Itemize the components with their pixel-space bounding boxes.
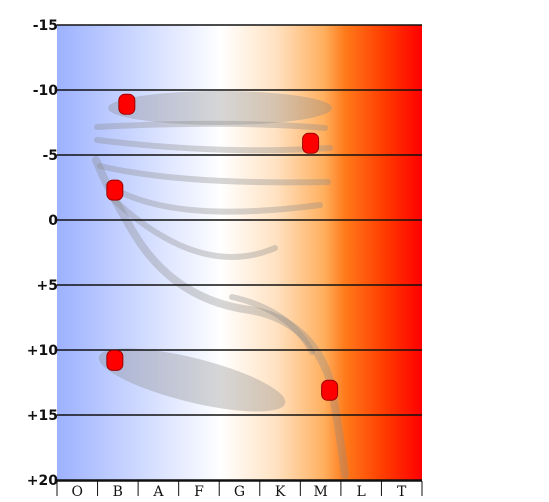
horizontal-grid bbox=[57, 24, 422, 481]
y-tick-label: -15 bbox=[33, 18, 58, 34]
star-point bbox=[106, 349, 124, 371]
stellar-region-bands bbox=[92, 91, 349, 479]
y-tick-label: +5 bbox=[37, 278, 58, 294]
x-category-label: L bbox=[357, 484, 366, 500]
plot-background bbox=[57, 25, 422, 480]
star-point bbox=[321, 379, 339, 401]
bright-giant-band-2 bbox=[94, 137, 333, 154]
x-category-label: O bbox=[72, 484, 83, 500]
star-point bbox=[118, 93, 136, 115]
supergiant-band bbox=[108, 91, 332, 125]
x-category-label: G bbox=[234, 484, 245, 500]
x-category-label: A bbox=[152, 484, 164, 500]
y-axis-ticks: -15 -10 -5 0 +5 +10 +15 +20 bbox=[27, 18, 58, 489]
y-tick-label: +20 bbox=[27, 473, 58, 489]
subgiant-band bbox=[109, 195, 278, 260]
star-point bbox=[302, 132, 320, 154]
x-category-label: K bbox=[275, 484, 286, 500]
x-category-label: T bbox=[397, 484, 407, 500]
star-points bbox=[106, 93, 339, 401]
y-tick-label: +15 bbox=[27, 408, 58, 424]
white-dwarf-band bbox=[98, 348, 286, 412]
star-point bbox=[106, 179, 124, 201]
bright-giant-band-1 bbox=[94, 120, 328, 131]
y-tick-label: -10 bbox=[33, 83, 59, 99]
giant-branch-band bbox=[105, 182, 323, 215]
y-tick-label: 0 bbox=[48, 213, 58, 229]
y-tick-label: -5 bbox=[42, 148, 58, 164]
x-category-label: M bbox=[313, 484, 327, 500]
x-category-label: B bbox=[113, 484, 123, 500]
x-category-label: F bbox=[194, 484, 204, 500]
y-tick-label: +10 bbox=[27, 343, 58, 359]
bright-giant-band-3 bbox=[97, 163, 331, 186]
subdwarf-band bbox=[229, 294, 315, 355]
